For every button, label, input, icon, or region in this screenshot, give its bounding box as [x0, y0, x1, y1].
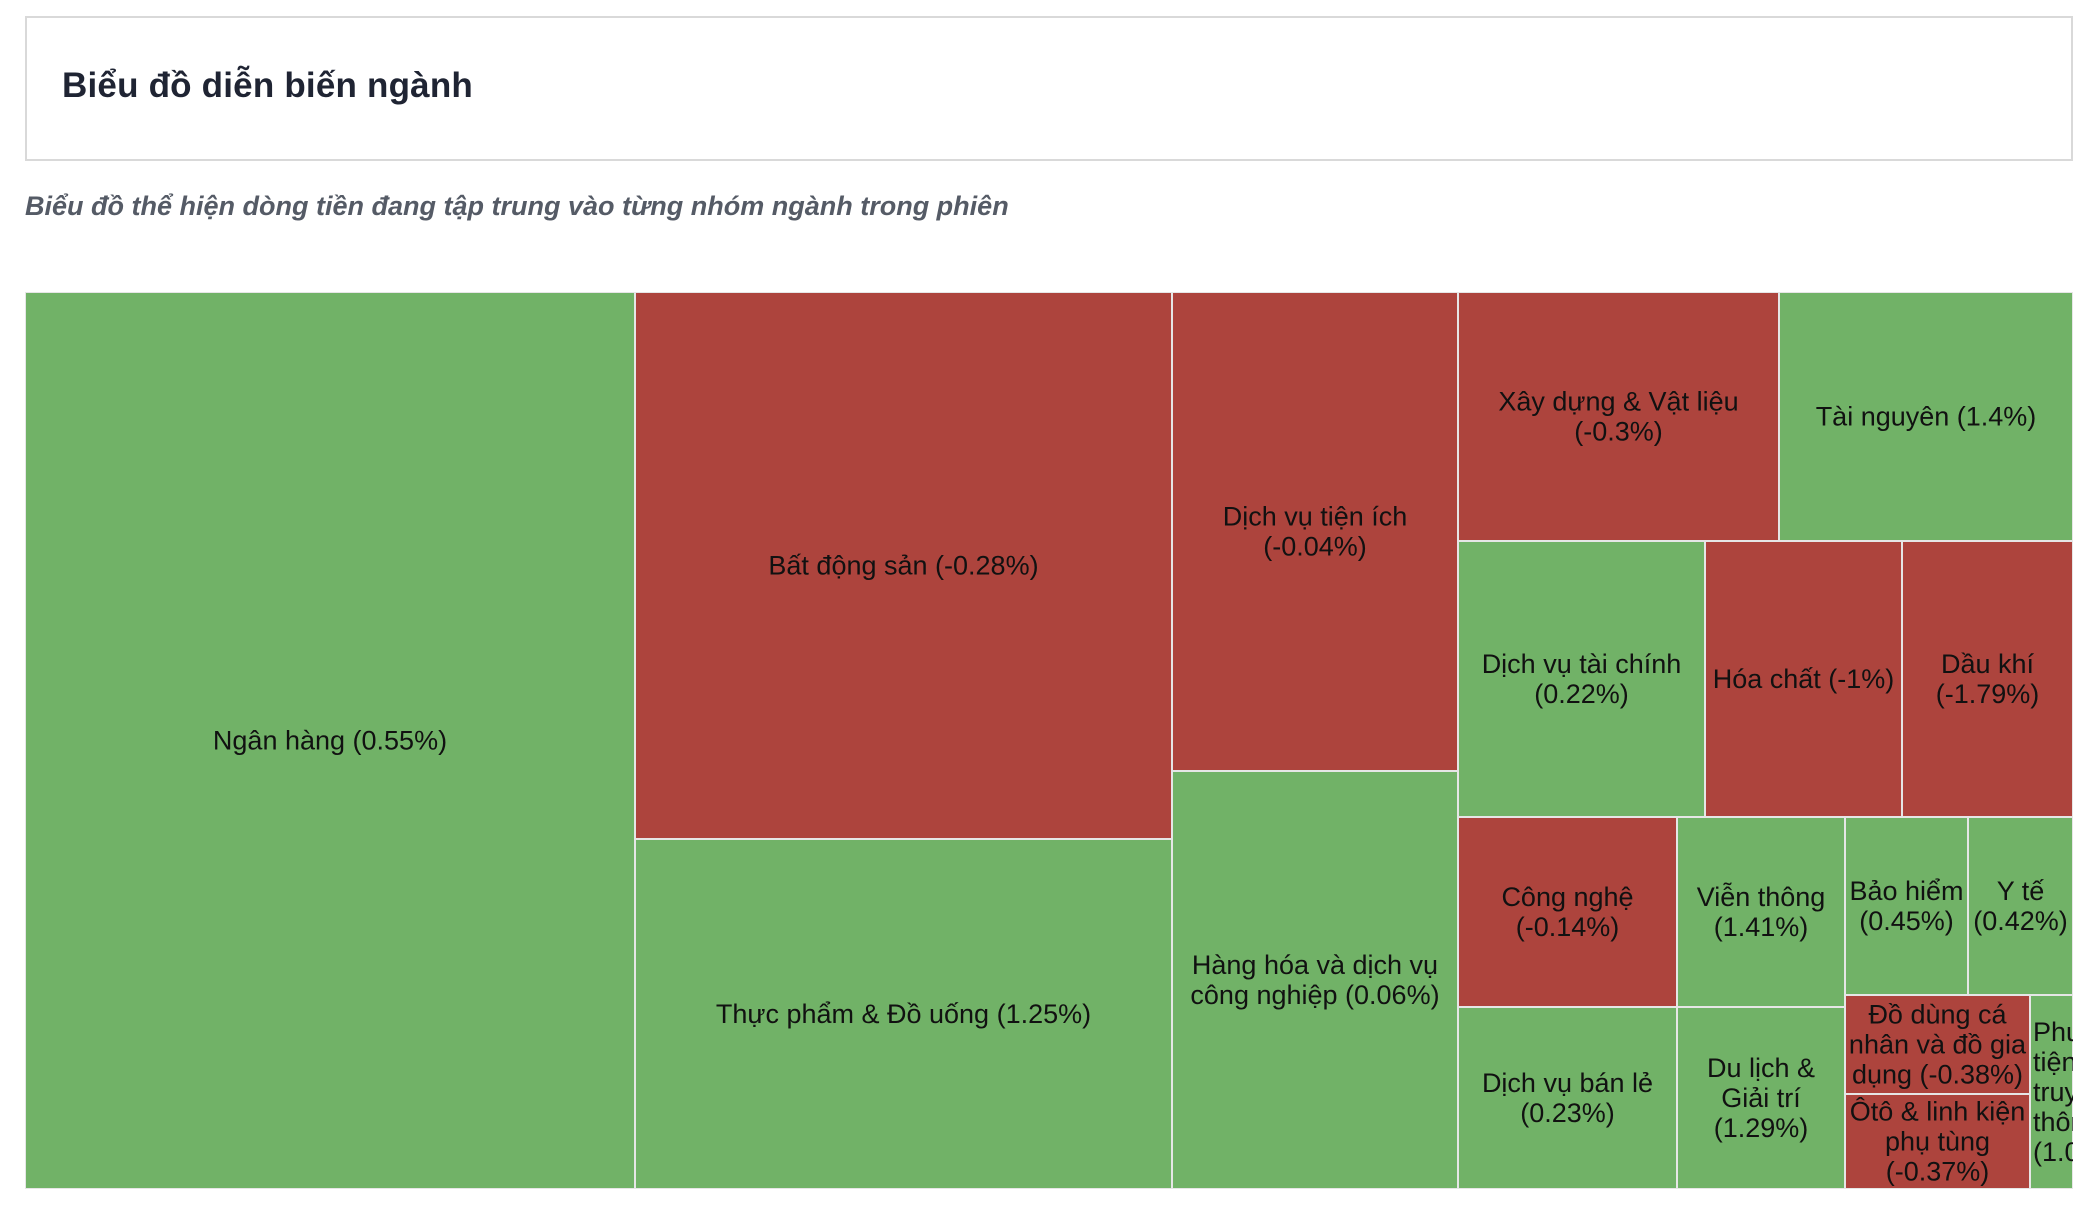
treemap-label-line: Bất động sản (-0.28%) [768, 551, 1038, 581]
treemap-label-line: tiện [2033, 1047, 2073, 1077]
treemap-tile-label: Tài nguyên (1.4%) [1816, 402, 2037, 432]
treemap-label-line: (-0.04%) [1263, 532, 1367, 562]
treemap-tile[interactable]: Hóa chất (-1%) [1704, 540, 1903, 818]
treemap-label-line: (1.29%) [1714, 1113, 1809, 1143]
treemap-label-line: (-1.79%) [1936, 679, 2040, 709]
treemap-label-line: Phu [2033, 1017, 2073, 1047]
treemap-tile[interactable]: Phutiệntruythôn(1.0 [2029, 994, 2073, 1189]
treemap-tile[interactable]: Ngân hàng (0.55%) [25, 292, 636, 1189]
treemap-label-line: (1.41%) [1714, 912, 1809, 942]
treemap-label-line: Đồ dùng cá [1868, 1000, 2007, 1030]
treemap-label-line: (-0.14%) [1516, 912, 1620, 942]
treemap-tile[interactable]: Đồ dùng cá nhân và đồ gia dụng (-0.38%) [1844, 994, 2031, 1095]
treemap-tile-rect[interactable] [1901, 540, 2073, 818]
treemap-label-line: Dịch vụ bán lẻ [1482, 1068, 1653, 1098]
treemap-label-line: thôn [2033, 1107, 2073, 1137]
treemap-tile-label: Y tế (0.42%) [1973, 876, 2068, 936]
treemap-tile-rect[interactable] [1457, 292, 1780, 542]
sector-treemap: Ngân hàng (0.55%) Bất động sản (-0.28%) Th… [25, 292, 2073, 1189]
treemap-tile[interactable]: Dầu khí (-1.79%) [1901, 540, 2073, 818]
treemap-label-line: truy [2033, 1077, 2073, 1107]
treemap-tile[interactable]: Bảo hiểm (0.45%) [1844, 816, 1969, 996]
treemap-tile-rect[interactable] [1676, 1006, 1846, 1189]
treemap-tile-label: Du lịch & Giải trí (1.29%) [1707, 1053, 1815, 1143]
treemap-tile[interactable]: Hàng hóa và dịch vụ công nghiệp (0.06%) [1171, 770, 1459, 1189]
treemap-tile-rect[interactable] [634, 838, 1173, 1189]
treemap-tile-label: Viễn thông (1.41%) [1697, 881, 1826, 942]
treemap-tile[interactable]: Viễn thông (1.41%) [1676, 816, 1846, 1008]
treemap-label-line: Y tế [1997, 876, 2045, 906]
treemap-tile-label: Thực phẩm & Đồ uống (1.25%) [716, 999, 1091, 1029]
treemap-tile-label: Dịch vụ tài chính (0.22%) [1482, 649, 1682, 709]
treemap-label-line: Dầu khí [1941, 649, 2035, 679]
treemap-tile[interactable]: Du lịch & Giải trí (1.29%) [1676, 1006, 1846, 1189]
treemap-tile-label: Công nghệ (-0.14%) [1501, 882, 1633, 942]
treemap-tile-rect[interactable] [1457, 1006, 1678, 1189]
treemap-tile-rect[interactable] [1676, 816, 1846, 1008]
treemap-tile[interactable]: Dịch vụ tài chính (0.22%) [1457, 540, 1706, 818]
treemap-tile-label: Bất động sản (-0.28%) [768, 551, 1038, 581]
treemap-label-line: (0.23%) [1520, 1098, 1615, 1128]
treemap-tile[interactable]: Bất động sản (-0.28%) [634, 292, 1173, 840]
treemap-label-line: Thực phẩm & Đồ uống (1.25%) [716, 999, 1091, 1029]
treemap-tile[interactable]: Tài nguyên (1.4%) [1778, 292, 2073, 542]
treemap-tile-rect[interactable] [1844, 1093, 2031, 1189]
treemap-tile-label: Hóa chất (-1%) [1713, 664, 1895, 694]
treemap-label-line: Tài nguyên (1.4%) [1816, 402, 2037, 432]
treemap-label-line: (-0.3%) [1574, 417, 1663, 447]
treemap-label-line: (1.0 [2033, 1137, 2073, 1167]
treemap-tile-label: Ôtô & linh kiện phụ tùng (-0.37%) [1850, 1096, 2026, 1187]
treemap-tile-rect[interactable] [1457, 816, 1678, 1008]
treemap-tile[interactable]: Xây dựng & Vật liệu (-0.3%) [1457, 292, 1780, 542]
treemap-label-line: Ôtô & linh kiện [1850, 1096, 2026, 1127]
treemap-label-line: phụ tùng [1885, 1127, 1990, 1157]
treemap-label-line: dụng (-0.38%) [1852, 1060, 2023, 1090]
treemap-tile-label: Xây dựng & Vật liệu (-0.3%) [1498, 387, 1738, 447]
treemap-tile-rect[interactable] [1704, 540, 1903, 818]
treemap-tile-label: Hàng hóa và dịch vụ công nghiệp (0.06%) [1190, 950, 1439, 1010]
treemap-label-line: nhân và đồ gia [1849, 1030, 2027, 1060]
treemap-label-line: Hóa chất (-1%) [1713, 664, 1895, 694]
treemap-label-line: Công nghệ [1501, 882, 1633, 912]
treemap-tile-label: Ngân hàng (0.55%) [213, 726, 447, 756]
treemap-tile[interactable]: Dịch vụ tiện ích (-0.04%) [1171, 292, 1459, 772]
treemap-label-line: Xây dựng & Vật liệu [1498, 387, 1738, 417]
treemap-label-line: Ngân hàng (0.55%) [213, 726, 447, 756]
treemap-label-line: (0.42%) [1973, 906, 2068, 936]
chart-header-box [25, 16, 2073, 161]
page-title: Biểu đồ diễn biến ngành [62, 66, 473, 105]
treemap-label-line: Bảo hiểm [1849, 876, 1963, 906]
treemap-tile-label: Bảo hiểm (0.45%) [1849, 876, 1963, 936]
treemap-tile-rect[interactable] [1967, 816, 2073, 996]
treemap-tile-rect[interactable] [1171, 292, 1459, 772]
treemap-tile-rect[interactable] [2029, 994, 2073, 1189]
treemap-label-line: công nghiệp (0.06%) [1190, 980, 1439, 1010]
treemap-tile-rect[interactable] [1844, 816, 1969, 996]
treemap-tile-label: Dịch vụ tiện ích (-0.04%) [1223, 502, 1408, 562]
treemap-tile[interactable]: Thực phẩm & Đồ uống (1.25%) [634, 838, 1173, 1189]
treemap-label-line: Du lịch & [1707, 1053, 1815, 1083]
treemap-tile[interactable]: Ôtô & linh kiện phụ tùng (-0.37%) [1844, 1093, 2031, 1189]
treemap-label-line: (0.45%) [1859, 906, 1954, 936]
treemap-label-line: Viễn thông [1697, 881, 1826, 912]
treemap-label-line: (-0.37%) [1886, 1157, 1990, 1187]
treemap-label-line: Hàng hóa và dịch vụ [1192, 950, 1438, 980]
treemap-tile-label: Phutiệntruythôn(1.0 [2033, 1017, 2073, 1167]
treemap-tile[interactable]: Công nghệ (-0.14%) [1457, 816, 1678, 1008]
treemap-tile-rect[interactable] [1171, 770, 1459, 1189]
treemap-tile-label: Dịch vụ bán lẻ (0.23%) [1482, 1068, 1653, 1128]
treemap-tile-label: Đồ dùng cá nhân và đồ gia dụng (-0.38%) [1849, 1000, 2027, 1090]
treemap-tile-rect[interactable] [25, 292, 636, 1189]
treemap-label-line: Dịch vụ tiện ích [1223, 502, 1408, 532]
treemap-tile[interactable]: Y tế (0.42%) [1967, 816, 2073, 996]
chart-subtitle: Biểu đồ thể hiện dòng tiền đang tập trun… [25, 191, 1009, 221]
treemap-tile-label: Dầu khí (-1.79%) [1936, 649, 2040, 709]
treemap-tile[interactable]: Dịch vụ bán lẻ (0.23%) [1457, 1006, 1678, 1189]
treemap-label-line: Dịch vụ tài chính [1482, 649, 1682, 679]
treemap-label-line: Giải trí [1721, 1083, 1801, 1113]
treemap-label-line: (0.22%) [1534, 679, 1629, 709]
treemap-tile-rect[interactable] [1778, 292, 2073, 542]
